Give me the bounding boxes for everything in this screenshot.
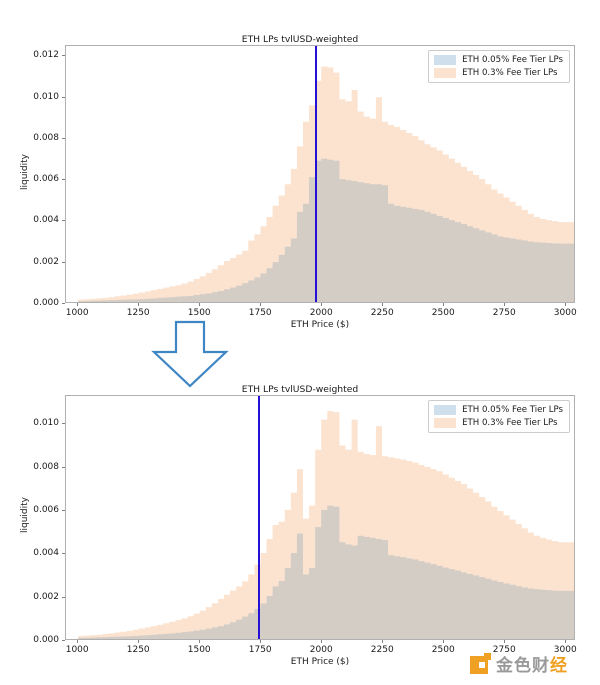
- y-tick-mark: [62, 303, 65, 304]
- x-tick-label: 2250: [370, 308, 394, 318]
- x-tick-mark: [321, 303, 323, 306]
- x-tick-label: 2500: [431, 645, 455, 655]
- watermark-text-accent: 经: [550, 656, 568, 676]
- y-tick-label: 0.000: [33, 298, 59, 308]
- x-tick-mark: [504, 303, 506, 306]
- y-tick-mark: [62, 261, 65, 263]
- x-tick-mark: [199, 640, 201, 643]
- legend-swatch-fee-03: [434, 68, 457, 78]
- y-tick-label: 0.006: [33, 504, 59, 515]
- legend-label-fee-03: ETH 0.3% Fee Tier LPs: [462, 68, 558, 78]
- legend-bottom: ETH 0.05% Fee Tier LPs ETH 0.3% Fee Tier…: [428, 400, 570, 433]
- current-price-line-bottom: [257, 396, 260, 639]
- x-tick-mark: [565, 640, 567, 643]
- y-tick-mark: [62, 596, 65, 598]
- watermark: 金色财经: [470, 651, 568, 676]
- legend-label-fee-005: ETH 0.05% Fee Tier LPs: [462, 405, 563, 415]
- legend-item-fee-03: ETH 0.3% Fee Tier LPs: [434, 418, 563, 428]
- chart-title-line1: ETH LPs tvlUSD-weighted: [241, 34, 359, 45]
- y-tick-mark: [62, 220, 65, 222]
- y-tick-label: 0.008: [33, 132, 59, 143]
- legend-swatch-fee-005: [434, 55, 457, 65]
- x-tick-mark: [565, 303, 567, 306]
- legend-top: ETH 0.05% Fee Tier LPs ETH 0.3% Fee Tier…: [428, 50, 570, 83]
- series-area-top: [66, 46, 574, 302]
- y-tick-mark: [62, 553, 65, 555]
- y-tick-label: 0.006: [33, 174, 59, 185]
- x-tick-label: 1250: [126, 645, 150, 655]
- y-tick-mark: [62, 640, 65, 641]
- legend-item-fee-03: ETH 0.3% Fee Tier LPs: [434, 68, 563, 78]
- x-tick-label: 2750: [492, 645, 516, 655]
- series-area-bottom: [66, 396, 574, 639]
- y-tick-label: 0.012: [33, 50, 59, 61]
- y-tick-mark: [62, 509, 65, 511]
- legend-swatch-fee-03: [434, 418, 457, 428]
- plot-area-top: ETH 0.05% Fee Tier LPs ETH 0.3% Fee Tier…: [65, 45, 575, 303]
- chart-title-line1: ETH LPs tvlUSD-weighted: [241, 384, 359, 395]
- x-tick-label: 3000: [553, 645, 577, 655]
- y-axis-title-bottom: liquidity: [20, 497, 30, 533]
- x-tick-mark: [504, 640, 506, 643]
- x-tick-mark: [321, 640, 323, 643]
- y-tick-label: 0.000: [33, 635, 59, 645]
- legend-label-fee-005: ETH 0.05% Fee Tier LPs: [462, 55, 563, 65]
- y-tick-mark: [62, 55, 65, 57]
- x-tick-label: 2500: [431, 308, 455, 318]
- x-tick-label: 1500: [187, 308, 211, 318]
- jinse-logo-icon: [470, 653, 491, 674]
- legend-item-fee-005: ETH 0.05% Fee Tier LPs: [434, 405, 563, 415]
- watermark-text-gray: 金色财: [496, 656, 550, 676]
- y-tick-mark: [62, 179, 65, 181]
- x-tick-label: 2000: [309, 645, 333, 655]
- y-tick-mark: [62, 466, 65, 468]
- x-tick-label: 2250: [370, 645, 394, 655]
- down-arrow-icon: [140, 320, 240, 388]
- y-tick-mark: [62, 423, 65, 425]
- x-tick-mark: [77, 640, 79, 643]
- x-tick-label: 1250: [126, 308, 150, 318]
- x-tick-mark: [382, 303, 384, 306]
- x-tick-mark: [260, 640, 262, 643]
- chart-panel-bottom: ETH LPs tvlUSD-weighted 2021-07-20 21:43…: [0, 350, 600, 685]
- legend-swatch-fee-005: [434, 405, 457, 415]
- y-tick-label: 0.004: [33, 215, 59, 226]
- x-tick-label: 1000: [65, 645, 89, 655]
- current-price-line-top: [315, 46, 318, 302]
- y-tick-label: 0.010: [33, 418, 59, 429]
- y-tick-mark: [62, 137, 65, 139]
- x-tick-label: 1750: [248, 308, 272, 318]
- y-tick-label: 0.002: [33, 256, 59, 267]
- x-tick-label: 1000: [65, 308, 89, 318]
- x-tick-label: 2750: [492, 308, 516, 318]
- x-tick-label: 1500: [187, 645, 211, 655]
- chart-panel-top: ETH LPs tvlUSD-weighted 2021-07-18 09:53…: [0, 0, 600, 340]
- x-tick-mark: [443, 640, 445, 643]
- x-tick-mark: [138, 303, 140, 306]
- x-tick-label: 1750: [248, 645, 272, 655]
- y-tick-mark: [62, 96, 65, 98]
- x-tick-mark: [382, 640, 384, 643]
- y-tick-label: 0.010: [33, 91, 59, 102]
- legend-label-fee-03: ETH 0.3% Fee Tier LPs: [462, 418, 558, 428]
- y-tick-label: 0.004: [33, 548, 59, 559]
- x-tick-mark: [77, 303, 79, 306]
- y-tick-label: 0.008: [33, 461, 59, 472]
- y-tick-label: 0.002: [33, 591, 59, 602]
- x-tick-mark: [260, 303, 262, 306]
- watermark-text: 金色财经: [496, 651, 568, 676]
- x-tick-mark: [138, 640, 140, 643]
- x-tick-mark: [443, 303, 445, 306]
- x-tick-label: 2000: [309, 308, 333, 318]
- x-tick-mark: [199, 303, 201, 306]
- y-axis-title-top: liquidity: [20, 154, 30, 190]
- x-tick-label: 3000: [553, 308, 577, 318]
- plot-area-bottom: ETH 0.05% Fee Tier LPs ETH 0.3% Fee Tier…: [65, 395, 575, 640]
- x-axis-title-bottom: ETH Price ($): [290, 657, 350, 667]
- legend-item-fee-005: ETH 0.05% Fee Tier LPs: [434, 55, 563, 65]
- x-axis-title-top: ETH Price ($): [290, 320, 350, 330]
